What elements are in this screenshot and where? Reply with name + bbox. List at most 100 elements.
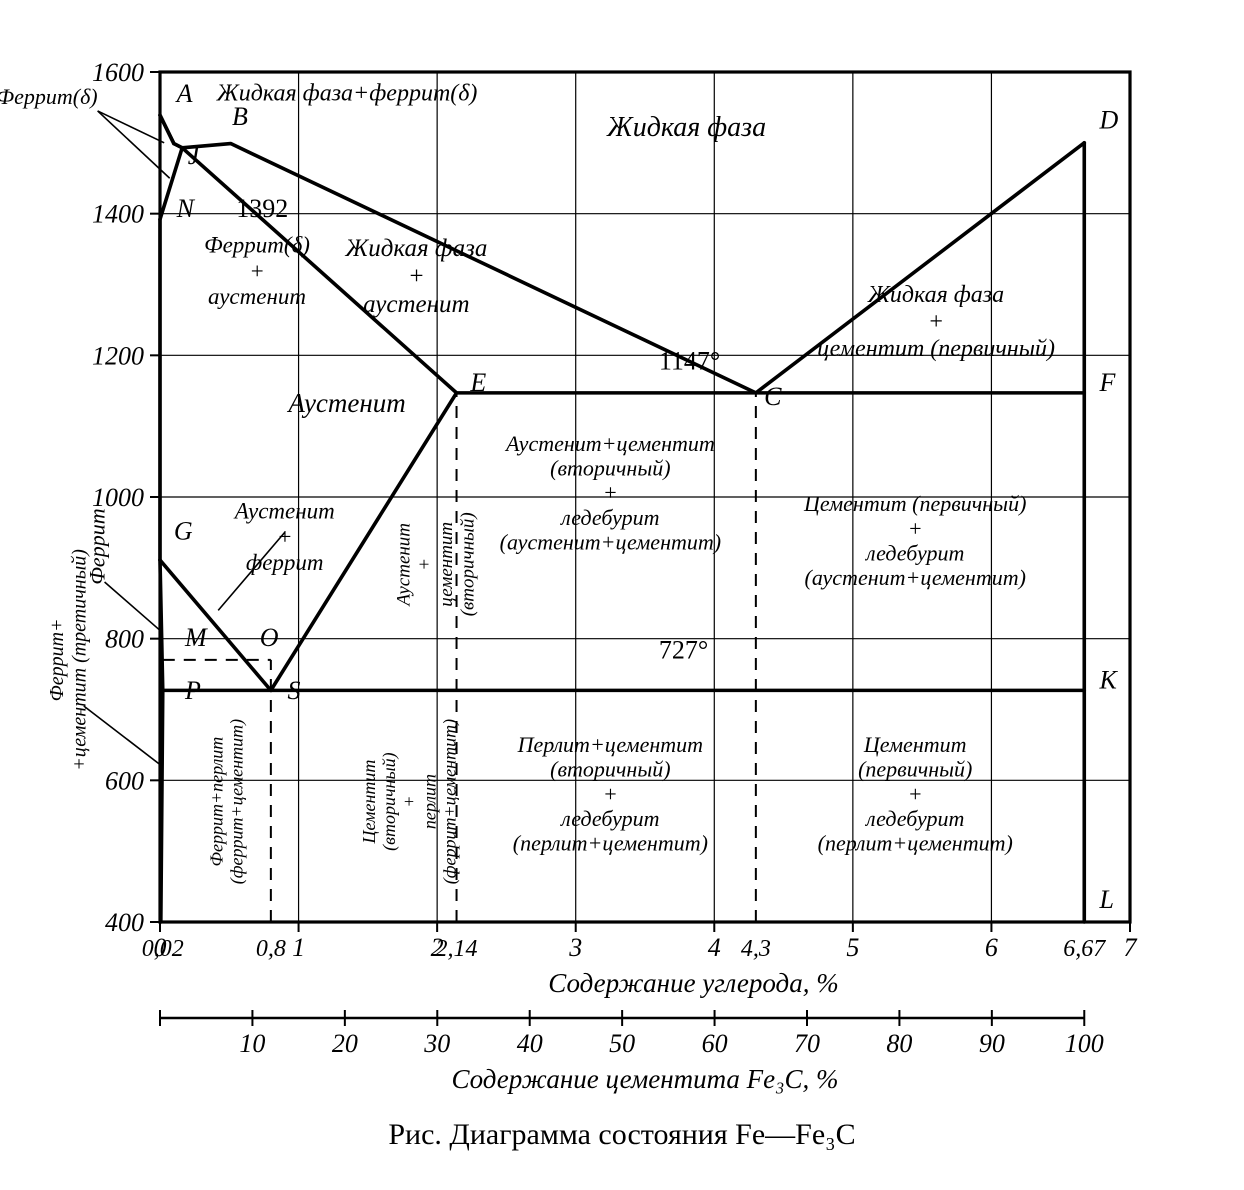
point-label: 727° (659, 636, 708, 665)
x-tick-label: 3 (568, 933, 582, 962)
region-label-line: + (415, 558, 436, 571)
region-label: Жидкая фаза (606, 112, 766, 143)
region-label-line: перлит (419, 774, 439, 829)
region-label-line: + (928, 309, 944, 335)
x-tick-label-extra: 6,67 (1063, 936, 1106, 962)
region-label-line: ледебурит (559, 806, 659, 831)
leader-line (98, 111, 165, 143)
region-label-line: + (277, 524, 293, 549)
region-label-line: +цементит (третичный) (68, 549, 90, 771)
region-label-line: (феррит+цементит) (439, 719, 460, 884)
point-label: K (1099, 665, 1119, 694)
region-label-line: (вторичный) (550, 456, 670, 481)
point-label: L (1099, 885, 1114, 914)
x-tick-label: 6 (985, 933, 998, 962)
x-tick-label: 1 (292, 933, 305, 962)
x2-tick-label: 50 (609, 1029, 635, 1058)
point-label: A (175, 79, 193, 108)
point-label: 1147° (659, 347, 720, 376)
y-tick-label: 1400 (92, 200, 144, 229)
point-label: S (287, 676, 300, 705)
region-label-line: аустенит (208, 284, 306, 309)
point-label: F (1099, 368, 1117, 397)
region-label-line: (аустенит+цементит) (500, 530, 721, 555)
region-label-line: (перлит+цементит) (513, 831, 708, 856)
region-label: Феррит(δ)+аустенит (204, 233, 310, 310)
region-label-line: + (603, 781, 618, 806)
region-label-line: Перлит+цементит (517, 732, 703, 757)
region-label-line: Феррит(δ) (204, 233, 310, 258)
point-label: J (188, 141, 201, 170)
point-label: E (469, 368, 486, 397)
y-tick-label: 600 (105, 766, 144, 795)
x2-tick-label: 30 (423, 1029, 450, 1058)
region-label-line: ледебурит (864, 806, 964, 831)
region-label-line: Цементит (359, 760, 379, 845)
y-tick-label: 400 (105, 908, 144, 937)
point-label: C (764, 382, 782, 411)
region-label-line: Аустенит (393, 523, 414, 608)
phase-diagram-figure: { "caption": "Рис. Диаграмма состояния F… (0, 0, 1244, 1190)
region-label-line: + (408, 263, 425, 290)
y-tick-label: 1000 (92, 483, 144, 512)
x2-tick-label: 80 (886, 1029, 912, 1058)
point-label: O (260, 623, 279, 652)
region-label: Феррит+перлит(феррит+цементит) (206, 719, 247, 884)
region-label-line: Аустенит (233, 498, 335, 523)
region-label-line: Жидкая фаза+феррит(δ) (216, 80, 478, 106)
x2-tick-label: 70 (794, 1029, 820, 1058)
x-tick-label-extra: 0,02 (142, 936, 184, 962)
x2-tick-label: 20 (332, 1029, 358, 1058)
region-label: Аустенит (286, 388, 405, 418)
region-label-line: + (908, 781, 923, 806)
region-label-line: (вторичный) (379, 752, 400, 851)
region-label: Цементит (первичный)+ледебурит(аустенит+… (803, 491, 1026, 590)
region-label-line: Аустенит (286, 388, 405, 418)
x2-tick-label: 90 (979, 1029, 1005, 1058)
y-tick-label: 800 (105, 625, 144, 654)
x2-tick-label: 100 (1065, 1029, 1104, 1058)
region-label-line: (первичный) (858, 757, 972, 782)
x2-tick-label: 10 (239, 1029, 265, 1058)
x-tick-label: 5 (846, 933, 859, 962)
x-tick-label-extra: 2,14 (436, 936, 478, 962)
region-label: Феррит++цементит (третичный) (46, 549, 90, 771)
point-label: G (174, 517, 193, 546)
region-label-line: Жидкая фаза (867, 282, 1004, 308)
point-label: D (1099, 106, 1119, 135)
phase-line (160, 115, 174, 143)
region-label-line: цементит (436, 522, 457, 607)
region-label: Жидкая фаза+аустенит (344, 235, 487, 318)
x2-tick-label: 60 (702, 1029, 728, 1058)
region-label: Цементит(первичный)+ледебурит(перлит+цем… (818, 732, 1013, 856)
region-label-line: Жидкая фаза (606, 112, 766, 143)
region-label-line: Цементит (первичный) (803, 491, 1026, 516)
region-label-line: Цементит (863, 732, 967, 757)
region-label-line: (вторичный) (457, 512, 478, 616)
point-label: N (176, 194, 196, 223)
region-label-line: + (908, 516, 923, 541)
x-tick-label: 7 (1124, 933, 1138, 962)
region-label-line: феррит (246, 550, 324, 575)
region-label-line: + (603, 480, 618, 505)
leader-line (84, 706, 162, 766)
point-label: B (232, 102, 248, 131)
region-label-line: Феррит(δ) (0, 84, 98, 109)
region-label: Жидкая фаза+феррит(δ) (216, 80, 478, 106)
region-label-line: Феррит+ (46, 618, 68, 701)
region-label-line: (перлит+цементит) (818, 831, 1013, 856)
region-label-line: ледебурит (559, 505, 659, 530)
region-label-line: (аустенит+цементит) (804, 565, 1025, 590)
y-tick-label: 1200 (92, 341, 144, 370)
phase-line (160, 560, 271, 690)
x2-axis-label: Содержание цементита Fe₃C, % (451, 1064, 838, 1094)
figure-caption: Рис. Диаграмма состояния Fe—Fe₃C (0, 1118, 1244, 1152)
region-label-line: (вторичный) (550, 757, 670, 782)
region-label: Аустенит+цементит(вторичный) (393, 512, 478, 616)
phase-line (161, 690, 163, 922)
y-tick-label: 1600 (92, 58, 144, 87)
x-tick-label: 4 (708, 933, 721, 962)
region-label-line: ледебурит (864, 540, 964, 565)
x-tick-label-extra: 0,8 (256, 936, 286, 962)
x2-tick-label: 40 (517, 1029, 543, 1058)
